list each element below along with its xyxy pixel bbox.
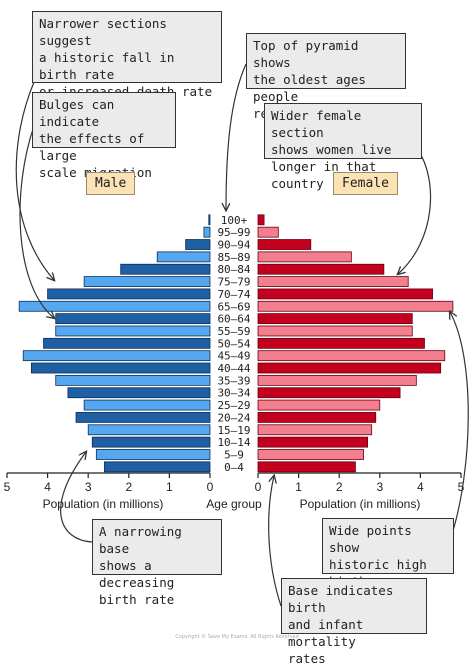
x-axis-label-right: Population (in millions) [300,497,421,511]
callout-narrower-sections: Narrower sections suggest a historic fal… [32,11,222,133]
male-bar-40–44 [30,362,211,374]
male-bar-35–39 [55,374,211,386]
age-group-label: 95–99 [217,226,250,239]
male-bar-55–59 [55,325,211,337]
female-bar-35–39 [257,374,417,386]
female-bar-60–64 [257,313,413,325]
female-tick-label: 3 [376,480,383,494]
female-tick-label: 4 [417,480,424,494]
female-bar-25–29 [257,399,381,411]
male-bar-10–14 [91,436,211,448]
female-bar-20–24 [257,412,377,423]
male-tick-label: 2 [125,480,132,494]
male-bar-50–54 [43,337,211,349]
age-group-label: 60–64 [217,313,250,326]
female-bar-55–59 [257,325,413,337]
male-bar-75–79 [83,276,211,287]
arrow-wide-points [450,312,469,535]
female-tick-label: 0 [255,480,262,494]
male-bar-20–24 [75,412,211,423]
age-group-label: 10–14 [217,436,250,449]
x-axis-label-center: Age group [206,497,262,511]
age-group-label: 80–84 [217,263,250,276]
arrow-wider [398,149,432,274]
female-bar-50–54 [257,337,425,349]
age-group-label: 85–89 [217,251,250,264]
male-bar-30–34 [67,387,211,399]
male-bar-60–64 [55,313,211,325]
arrow-narrowing-base [60,452,93,543]
male-bar-80–84 [120,263,211,275]
female-bar-0–4 [257,461,356,473]
age-group-label: 75–79 [217,276,250,289]
female-bar-95–99 [257,226,279,238]
female-bar-80–84 [257,263,385,275]
callout-top-of-pyramid: Top of pyramid shows the oldest ages peo… [246,33,406,121]
female-bar-85–89 [257,251,352,263]
female-bar-45–49 [257,350,446,362]
female-tick-label: 5 [458,480,465,494]
female-bar-5–9 [257,449,364,460]
female-bar-30–34 [257,387,401,399]
age-group-label: 25–29 [217,399,250,412]
female-bar-70–74 [257,288,433,300]
male-bar-5–9 [95,449,211,460]
age-group-label: 90–94 [217,239,250,252]
callout-bulges: Bulges can indicate the effects of large… [32,92,176,180]
female-bar-10–14 [257,436,369,448]
arrow-narrower [15,81,54,280]
copyright-text: Copyright © Save My Exams. All Rights Re… [175,634,299,640]
male-bar-90–94 [185,239,211,250]
population-pyramid-chart: 0–45–910–1415–1920–2425–2930–3435–3940–4… [4,63,469,607]
male-bar-100+ [208,214,211,226]
age-group-label: 50–54 [217,337,250,350]
female-bar-65–69 [257,300,454,312]
male-bar-45–49 [22,350,211,362]
callout-wider-female: Wider female section shows women live lo… [264,103,422,191]
female-bar-100+ [257,214,265,226]
female-tick-label: 2 [336,480,343,494]
male-bar-95–99 [203,226,211,238]
age-group-label: 35–39 [217,374,250,387]
male-tick-label: 4 [44,480,51,494]
age-group-label: 20–24 [217,411,250,424]
male-tick-label: 1 [166,480,173,494]
callout-narrowing-base: A narrowing base shows a decreasing birt… [92,519,222,607]
age-group-label: 5–9 [224,448,244,461]
female-tick-label: 1 [295,480,302,494]
callout-base-indicates: Base indicates birth and infant mortalit… [281,578,427,666]
age-group-label: 30–34 [217,387,250,400]
male-tick-label: 5 [4,480,11,494]
arrow-base-indicates [268,476,282,607]
age-group-label: 100+ [221,214,248,227]
female-bar-15–19 [257,424,373,436]
female-bar-40–44 [257,362,442,374]
callout-wide-points: Wide points show historic high birth rat… [322,518,454,606]
male-bar-0–4 [104,461,211,473]
male-bar-15–19 [87,424,211,436]
arrow-top [226,63,247,210]
age-group-label: 65–69 [217,300,250,313]
female-label: Female [333,172,398,195]
female-bar-90–94 [257,239,312,250]
age-group-label: 45–49 [217,350,250,363]
male-tick-label: 3 [85,480,92,494]
age-group-label: 0–4 [224,461,244,474]
age-group-label: 55–59 [217,325,250,338]
male-bar-85–89 [156,251,211,263]
age-group-label: 70–74 [217,288,250,301]
age-group-label: 15–19 [217,424,250,437]
x-axis-label-left: Population (in millions) [43,497,164,511]
male-tick-label: 0 [207,480,214,494]
arrow-bulges [19,125,54,318]
male-label: Male [86,172,136,195]
age-group-label: 40–44 [217,362,250,375]
female-bar-75–79 [257,276,409,287]
male-bar-65–69 [18,300,211,312]
male-bar-70–74 [47,288,211,300]
male-bar-25–29 [83,399,211,411]
